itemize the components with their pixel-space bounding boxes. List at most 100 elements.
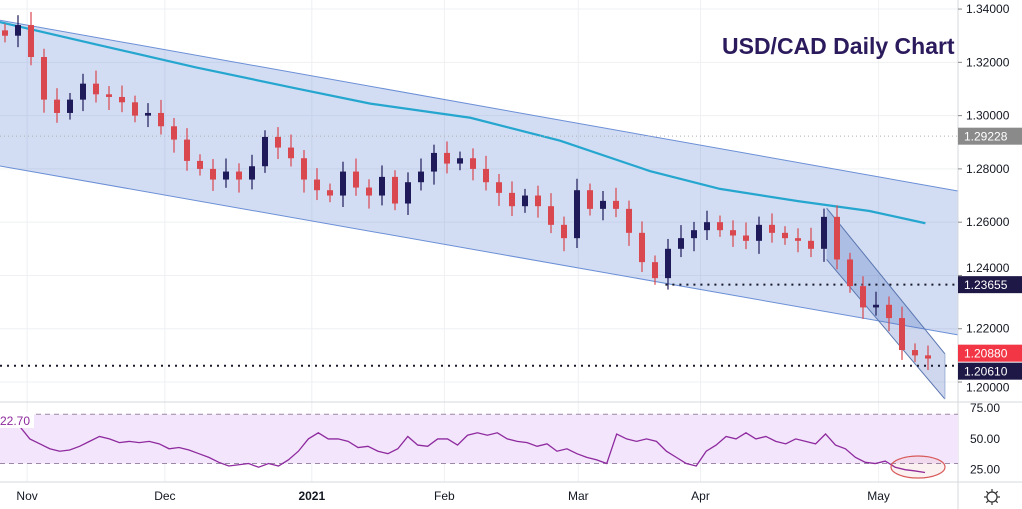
candle-down bbox=[886, 304, 892, 319]
candle-down bbox=[288, 147, 294, 159]
candle-up bbox=[67, 99, 73, 113]
candle-up bbox=[457, 158, 463, 164]
candle-down bbox=[171, 126, 177, 140]
price-label: 1.29228 bbox=[964, 130, 1008, 144]
candle-up bbox=[145, 112, 151, 116]
candle-down bbox=[613, 200, 619, 209]
gear-tooth bbox=[995, 500, 999, 504]
price-label-box bbox=[958, 362, 1022, 380]
time-tick-label: Apr bbox=[691, 489, 710, 503]
candle-down bbox=[509, 192, 515, 207]
candle-down bbox=[119, 96, 125, 103]
candle-down bbox=[912, 350, 918, 356]
candle-up bbox=[704, 222, 710, 231]
rsi-highlight-circle bbox=[890, 455, 946, 479]
candle-up bbox=[249, 166, 255, 180]
time-tick-label: Dec bbox=[154, 489, 175, 503]
small-channel-upper-line bbox=[826, 207, 946, 355]
candle-up bbox=[600, 200, 606, 209]
candle-down bbox=[314, 179, 320, 191]
candle-down bbox=[236, 171, 242, 180]
candle-down bbox=[587, 190, 593, 209]
candle-up bbox=[223, 171, 229, 180]
candle-up bbox=[821, 216, 827, 249]
rsi-tick-label: 25.00 bbox=[970, 463, 1000, 477]
candle-up bbox=[522, 195, 528, 207]
small-channel-lower-line bbox=[826, 259, 946, 400]
time-tick-label: 2021 bbox=[298, 489, 325, 503]
gear-tooth bbox=[985, 500, 989, 504]
rsi-band-fill bbox=[0, 414, 958, 464]
candle-down bbox=[496, 182, 502, 193]
candle-down bbox=[743, 235, 749, 241]
candle-down bbox=[782, 232, 788, 239]
candle-up bbox=[574, 190, 580, 239]
candle-down bbox=[106, 94, 112, 97]
candle-down bbox=[730, 230, 736, 236]
candle-down bbox=[184, 139, 190, 161]
candle-down bbox=[392, 176, 398, 204]
channel-lower-line bbox=[0, 165, 958, 336]
gear-circle bbox=[986, 491, 998, 503]
candle-up bbox=[678, 238, 684, 249]
price-tick-label: 1.28000 bbox=[966, 162, 1010, 176]
candle-down bbox=[639, 232, 645, 263]
price-label-box bbox=[958, 276, 1022, 294]
candle-down bbox=[470, 158, 476, 169]
candle-down bbox=[808, 240, 814, 249]
rsi-value-label: 22.70 bbox=[0, 414, 30, 428]
rsi-tick-label: 75.00 bbox=[970, 401, 1000, 415]
candle-down bbox=[444, 152, 450, 164]
candle-down bbox=[535, 195, 541, 207]
candle-up bbox=[15, 25, 21, 36]
price-tick-label: 1.30000 bbox=[966, 109, 1010, 123]
candle-down bbox=[2, 30, 8, 36]
candle-down bbox=[132, 102, 138, 116]
time-tick-label: Mar bbox=[568, 489, 589, 503]
rsi-tick-label: 50.00 bbox=[970, 432, 1000, 446]
candle-down bbox=[210, 168, 216, 180]
candle-down bbox=[54, 99, 60, 113]
gear-tooth bbox=[985, 490, 989, 494]
candle-up bbox=[405, 182, 411, 204]
candle-down bbox=[717, 222, 723, 231]
candle-up bbox=[262, 136, 268, 167]
rsi-value-bg bbox=[0, 412, 34, 428]
price-label: 1.20610 bbox=[964, 365, 1008, 379]
candle-down bbox=[366, 187, 372, 196]
candle-up bbox=[873, 304, 879, 308]
price-label: 1.20880 bbox=[964, 347, 1008, 361]
candle-down bbox=[847, 259, 853, 287]
candle-up bbox=[431, 152, 437, 172]
candle-down bbox=[158, 112, 164, 127]
price-tick-label: 1.24000 bbox=[966, 261, 1010, 275]
time-tick-label: Feb bbox=[434, 489, 455, 503]
candle-down bbox=[327, 190, 333, 196]
candle-down bbox=[834, 216, 840, 260]
candle-down bbox=[93, 83, 99, 95]
price-tick-label: 1.20000 bbox=[966, 381, 1010, 395]
candle-up bbox=[80, 83, 86, 100]
price-tick-label: 1.34000 bbox=[966, 2, 1010, 16]
settings-gear-icon[interactable] bbox=[984, 489, 1000, 505]
candle-up bbox=[691, 230, 697, 239]
price-tick-label: 1.26000 bbox=[966, 215, 1010, 229]
candle-down bbox=[860, 286, 866, 308]
candle-up bbox=[665, 248, 671, 279]
candle-down bbox=[483, 168, 489, 183]
candle-down bbox=[899, 318, 905, 351]
candle-down bbox=[925, 355, 931, 359]
candle-down bbox=[652, 262, 658, 279]
candle-down bbox=[626, 208, 632, 233]
price-label: 1.23655 bbox=[964, 278, 1008, 292]
candle-down bbox=[301, 158, 307, 180]
candle-down bbox=[795, 238, 801, 241]
time-tick-label: Nov bbox=[16, 489, 37, 503]
channel-upper-line bbox=[0, 19, 958, 192]
candle-down bbox=[561, 224, 567, 239]
candle-down bbox=[275, 136, 281, 148]
candle-up bbox=[379, 176, 385, 196]
moving-average-line bbox=[0, 21, 926, 225]
price-label-box bbox=[958, 127, 1022, 145]
